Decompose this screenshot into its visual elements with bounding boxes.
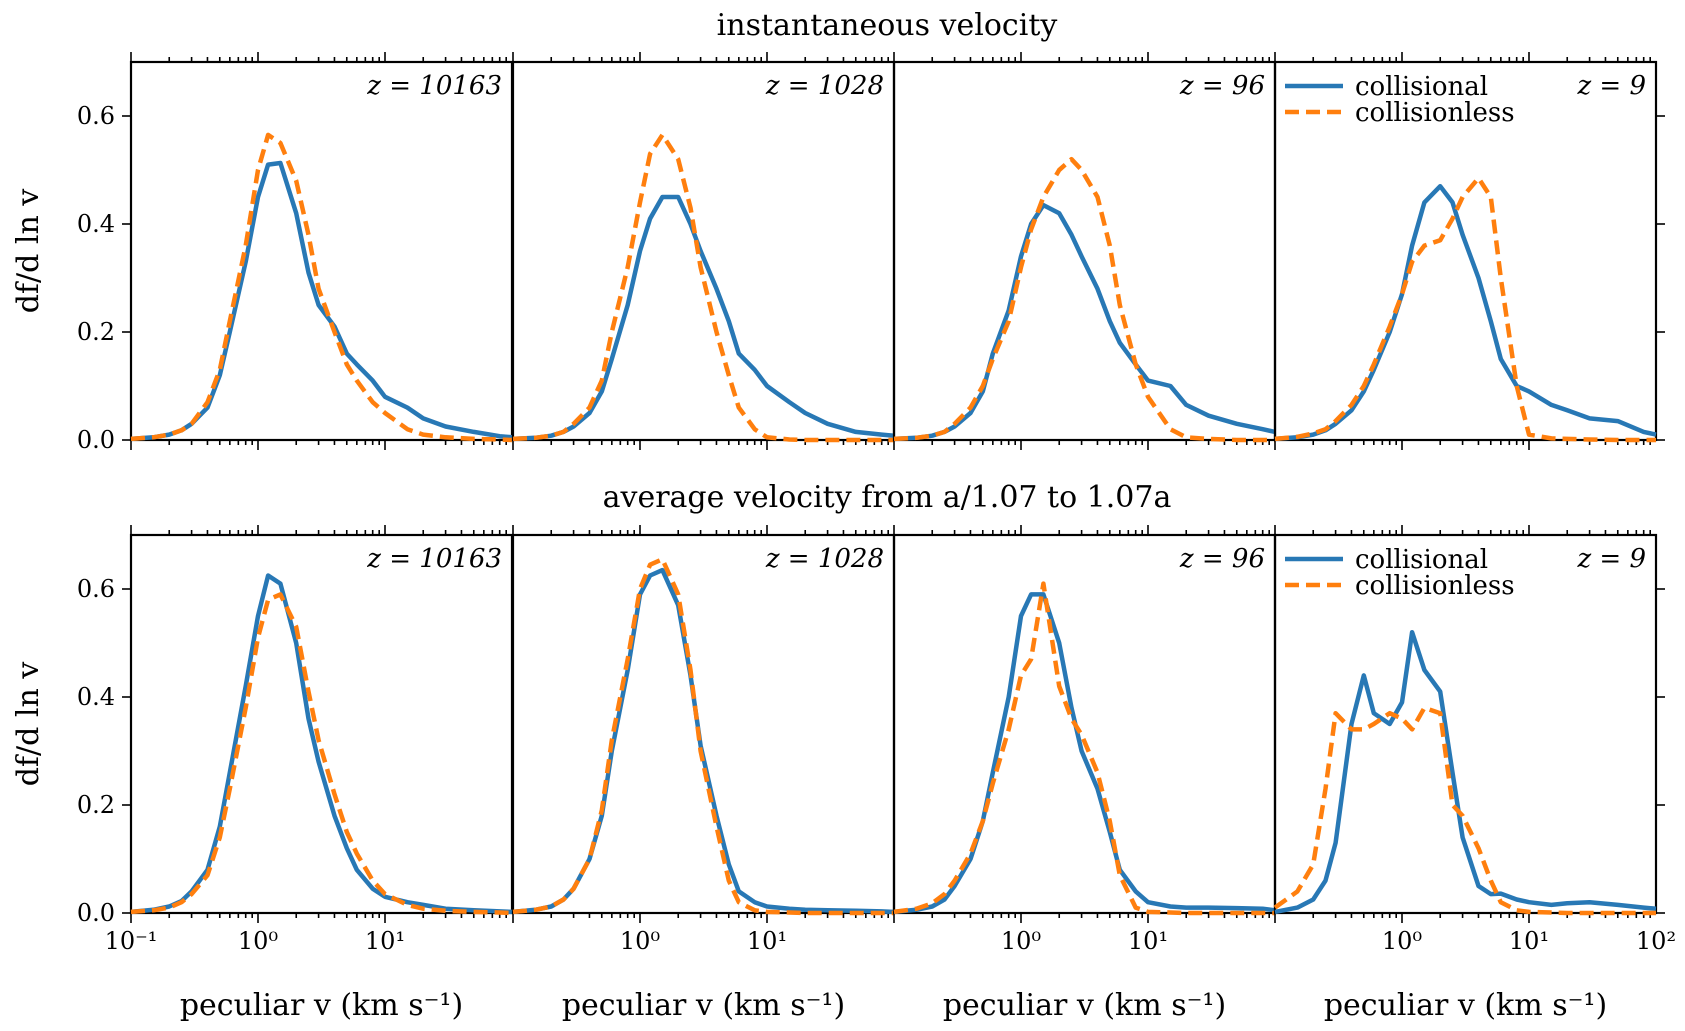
series-line-collisionless — [130, 592, 513, 916]
panel-frame — [892, 533, 1277, 915]
x-tick-label: 10⁰ — [1001, 927, 1041, 955]
series-line-collisionless — [893, 156, 1275, 443]
redshift-label: z = 9 — [1576, 544, 1646, 574]
x-axis-label: peculiar v (km s⁻¹) — [562, 988, 845, 1023]
row-title-top: instantaneous velocity — [717, 8, 1058, 43]
legend-label-collisionless: collisionless — [1355, 98, 1515, 128]
series-line-collisional — [1274, 629, 1657, 915]
x-tick-label: 10⁻¹ — [105, 927, 158, 955]
series-line-collisionless — [130, 132, 513, 443]
y-tick-label: 0.6 — [77, 102, 115, 130]
y-tick-label: 0.6 — [77, 575, 115, 603]
panel-frame — [129, 60, 514, 442]
panel-0-0: 0.0 0.2 0.4 0.6 z = 10163 df/d ln v — [11, 52, 514, 454]
redshift-label: z = 96 — [1179, 544, 1265, 574]
y-axis-label: df/d ln v — [11, 662, 46, 787]
panel-0-1: z = 1028 — [511, 52, 896, 450]
series-line-collisionless — [893, 581, 1275, 916]
panel-0-2: z = 96 — [892, 52, 1277, 450]
panel-frame — [892, 60, 1277, 442]
redshift-label: z = 1028 — [765, 71, 884, 101]
y-tick-label: 0.4 — [77, 683, 115, 711]
legend-label-collisionless: collisionless — [1355, 571, 1515, 601]
series-line-collisionless — [1273, 705, 1656, 916]
y-axis-label: df/d ln v — [11, 189, 46, 314]
x-axis-label: peculiar v (km s⁻¹) — [1324, 988, 1607, 1023]
y-tick-label: 0.4 — [77, 210, 115, 238]
series-line-collisional — [512, 194, 895, 442]
redshift-label: z = 10163 — [366, 544, 502, 574]
y-tick-label: 0.0 — [77, 899, 115, 927]
redshift-label: z = 10163 — [366, 71, 502, 101]
series-line-collisional — [130, 573, 513, 915]
y-tick-label: 0.0 — [77, 426, 115, 454]
series-line-collisional — [1274, 183, 1657, 442]
x-tick-label: 10⁰ — [1382, 927, 1422, 955]
series-line-collisionless — [512, 132, 894, 443]
x-tick-label: 10¹ — [747, 927, 787, 955]
series-line-collisional — [512, 567, 895, 915]
panel-1-0: 0.0 0.2 0.4 0.6 10⁻¹ 10⁰ 10¹ z = 10163 df/d ln v… — [11, 525, 514, 1023]
x-tick-label: 10¹ — [365, 927, 405, 955]
redshift-label: z = 96 — [1179, 71, 1265, 101]
y-tick-label: 0.2 — [77, 791, 115, 819]
panel-frame — [1273, 533, 1658, 915]
panel-frame — [511, 60, 896, 442]
panels-group: 0.0 0.2 0.4 0.6 z = 10163 df/d ln v z = 1028 z … — [11, 52, 1676, 1023]
y-tick-label: 0.2 — [77, 318, 115, 346]
redshift-label: z = 9 — [1576, 71, 1646, 101]
panel-frame — [511, 533, 896, 915]
legend-label-collisional: collisional — [1355, 72, 1488, 102]
x-tick-label: 10⁰ — [620, 927, 660, 955]
legend-label-collisional: collisional — [1355, 545, 1488, 575]
row-title-bottom: average velocity from a/1.07 to 1.07a — [603, 480, 1172, 515]
x-tick-label: 10¹ — [1509, 927, 1549, 955]
x-tick-label: 10⁰ — [238, 927, 278, 955]
panel-frame — [129, 533, 514, 915]
series-line-collisional — [130, 160, 513, 442]
series-line-collisionless — [1274, 175, 1656, 443]
x-axis-label: peculiar v (km s⁻¹) — [180, 988, 463, 1023]
panel-1-2: 10⁰ 10¹ z = 96 peculiar v (km s⁻¹) — [892, 525, 1277, 1023]
redshift-label: z = 1028 — [765, 544, 884, 574]
series-line-collisional — [893, 592, 1276, 915]
panel-1-1: 10⁰ 10¹ z = 1028 peculiar v (km s⁻¹) — [511, 525, 896, 1023]
x-axis-label: peculiar v (km s⁻¹) — [943, 988, 1226, 1023]
series-line-collisionless — [512, 557, 894, 916]
x-tick-label: 10² — [1636, 927, 1676, 955]
series-line-collisional — [893, 202, 1276, 442]
panel-frame — [1273, 60, 1658, 442]
x-tick-label: 10¹ — [1128, 927, 1168, 955]
